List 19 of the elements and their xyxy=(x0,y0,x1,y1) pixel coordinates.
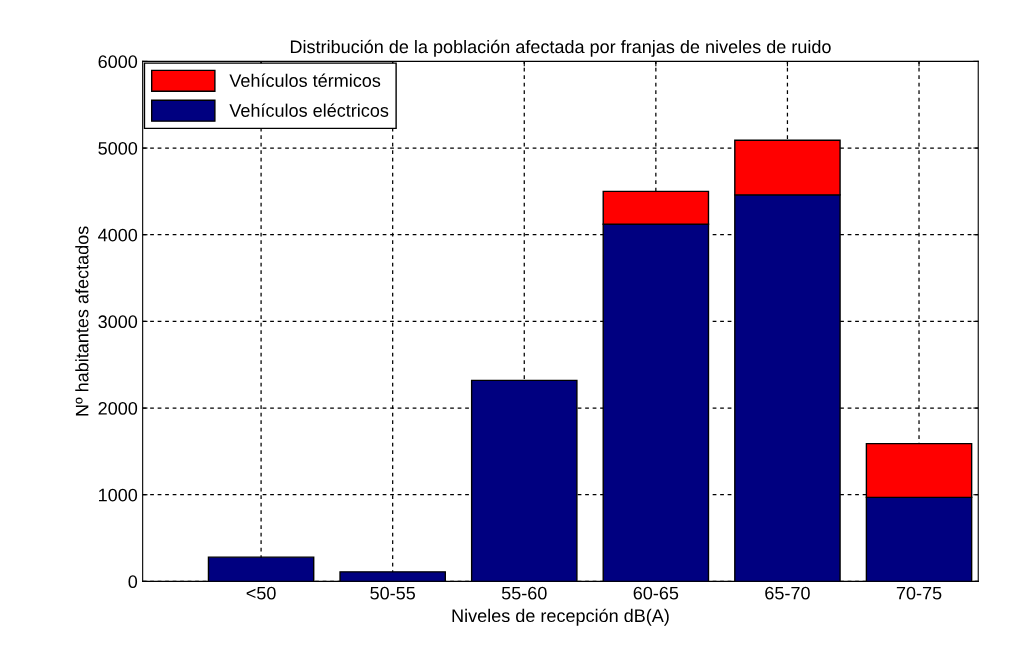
legend-label: Vehículos térmicos xyxy=(229,73,381,88)
y-tick-label: 0 xyxy=(128,575,138,589)
bar xyxy=(207,556,315,582)
x-tick-label: 65-70 xyxy=(765,586,810,600)
y-axis-title: Nº habitantes afectados xyxy=(75,226,89,416)
y-tick-label: 3000 xyxy=(98,315,138,329)
y-tick-label: 5000 xyxy=(98,141,138,155)
x-tick-label: <50 xyxy=(246,586,276,600)
chart-title: Distribución de la población afectada por franjas de niveles de ruido xyxy=(290,39,831,57)
y-tick-label: 4000 xyxy=(98,228,138,242)
x-tick-label: 70-75 xyxy=(896,586,942,600)
x-tick-label: 60-65 xyxy=(633,586,679,600)
y-tick-label: 2000 xyxy=(98,401,138,415)
legend-label: Vehículos eléctricos xyxy=(229,103,389,117)
x-axis-title: Niveles de recepción dB(A) xyxy=(452,608,669,626)
x-tick-label: 55-60 xyxy=(501,586,547,600)
x-tick-label: 50-55 xyxy=(370,586,416,600)
y-tick-label: 6000 xyxy=(98,55,138,69)
y-tick-label: 1000 xyxy=(99,488,138,502)
